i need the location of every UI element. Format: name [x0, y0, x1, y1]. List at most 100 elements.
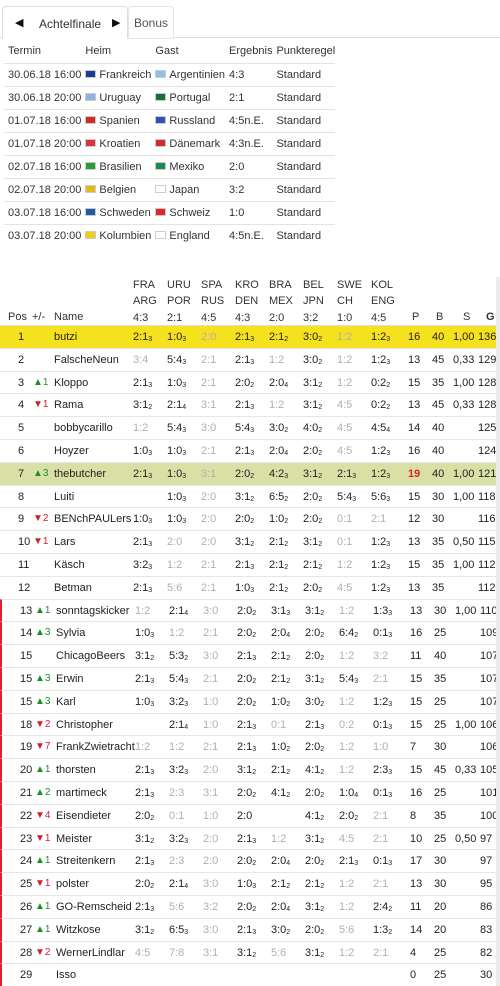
tip-cell: 1:0 — [203, 696, 237, 708]
fixture-home: Spanien — [99, 114, 140, 127]
tip-score: 3:1 — [203, 946, 219, 959]
match-result-label: 3:2 — [303, 312, 319, 324]
standings-row[interactable]: 24 ▲1 Streitenkern 2:13 2:3 2:0 2:02 2:04 2:02 2:… — [0, 849, 500, 873]
tip-cell: 2:1 — [373, 878, 407, 890]
tip-points: 2 — [318, 541, 323, 549]
standings-row[interactable]: 22 ▼4 Eisendieter 2:02 0:1 1:0 2:0 4:12 2:02 2:1 8… — [0, 803, 500, 827]
tip-cell: 1:03 — [167, 513, 201, 525]
tip-score: 1:0 — [339, 786, 355, 799]
standings-row[interactable]: 26 ▲1 GO-Remscheid 2:13 5:6 3:2 2:02 2:04 3:12 1:… — [0, 894, 500, 918]
tip-cell: 1:03 — [167, 445, 201, 457]
standings-row[interactable]: 29 Isso 0 25 30 — [0, 963, 500, 986]
fixture-rule-cell: Standard — [272, 177, 336, 201]
tip-cell: 5:6 — [167, 582, 201, 594]
tip-points: 2 — [320, 883, 325, 891]
tip-cell: 4:5 — [339, 833, 373, 845]
tip-cell: 3:1 — [203, 787, 237, 799]
standings-row[interactable]: 3 ▲1 Kloppo 2:13 1:03 2:1 2:02 2:04 3:12 1:2 0:22 1… — [0, 370, 500, 394]
standings-body: 1 butzi 2:13 1:03 2:0 2:13 2:12 3:02 1:2 1:23 16 40… — [0, 325, 500, 986]
tip-points: 3 — [148, 518, 153, 526]
standings-row[interactable]: 21 ▲2 martimeck 2:13 2:3 3:1 2:02 4:12 2:02 1:04 0… — [0, 780, 500, 804]
tip-score: 1:2 — [169, 741, 185, 754]
tip-score: 2:1 — [169, 718, 185, 731]
standings-row[interactable]: 12 Betman 2:13 5:6 2:1 1:03 2:12 2:02 4:5 1:23 13 3… — [0, 575, 500, 599]
tip-cell: 3:12 — [135, 833, 169, 845]
standings-row[interactable]: 18 ▼2 Christopher 2:14 1:0 2:13 0:1 2:13 0:2 0:13… — [0, 712, 500, 736]
tip-points: 4 — [184, 609, 189, 617]
standings-row[interactable]: 15 ▲3 Karl 1:03 3:23 1:0 2:02 1:02 3:02 1:2 1:23 15… — [0, 689, 500, 713]
tip-cell: 2:14 — [169, 719, 203, 731]
tip-points: 4 — [284, 381, 289, 389]
standings-row[interactable]: 27 ▲1 Witzkose 3:12 6:53 3:0 2:13 3:02 2:02 5:6 1:… — [0, 917, 500, 941]
tip-points: 3 — [182, 427, 187, 435]
standings-row[interactable]: 1 butzi 2:13 1:03 2:0 2:13 2:12 3:02 1:2 1:23 16 40… — [0, 325, 500, 348]
standings-row[interactable]: 8 Luiti 1:03 2:0 3:12 6:52 2:02 5:43 5:63 15 30 1,0… — [0, 484, 500, 508]
standings-row[interactable]: 2 FalscheNeun 3:4 5:43 2:1 2:13 1:2 3:02 1:2 1:23… — [0, 347, 500, 371]
tip-cell: 2:02 — [237, 605, 271, 617]
tip-cell: 0:1 — [337, 536, 371, 548]
standings-row[interactable]: 19 ▼7 FrankZwietracht 1:2 1:2 2:1 2:13 1:02 2:02… — [0, 735, 500, 759]
tip-score: 2:0 — [303, 581, 319, 594]
tip-score: 3:1 — [235, 536, 251, 549]
tip-cell: 2:1 — [371, 513, 405, 525]
tip-score: 2:1 — [135, 672, 151, 685]
tip-points: 3 — [150, 677, 155, 685]
standings-row[interactable]: 11 Käsch 3:23 1:2 2:1 2:13 2:12 2:12 1:2 1:23 15 35… — [0, 552, 500, 576]
standings-row[interactable]: 28 ▼2 WernerLindlar 4:5 7:8 3:1 3:12 5:6 3:12 1:2… — [0, 940, 500, 964]
standings-row[interactable]: 9 ▼2 BENchPAULers 1:03 1:03 2:0 2:02 1:02 2:02 0:… — [0, 507, 500, 530]
fixture-result: 2:0 — [229, 160, 245, 173]
standings-row[interactable]: 4 ▼1 Rama 3:12 2:14 3:1 2:13 1:2 3:12 4:5 0:22 13 45… — [0, 393, 500, 416]
tip-cell: 4:5 — [337, 399, 371, 411]
match-result-label: 4:3 — [133, 312, 149, 324]
tip-score: 2:0 — [271, 855, 287, 868]
points-p: 13 — [410, 604, 423, 617]
tip-cell: 1:2 — [337, 354, 371, 366]
tip-points: 3 — [148, 336, 153, 343]
points-b: 20 — [434, 900, 447, 913]
tip-cell: 0:13 — [373, 787, 407, 799]
tip-score: 1:2 — [339, 946, 355, 959]
tip-cell: 1:23 — [373, 696, 407, 708]
tip-points: 2 — [320, 905, 325, 913]
points-total: 124 — [478, 444, 497, 457]
standings-row[interactable]: 15 ▲3 Erwin 2:13 5:43 2:1 2:02 2:12 3:12 5:43 2:1 1… — [0, 666, 500, 690]
tab-achtelfinale[interactable]: ◀ Achtelfinale ▶ — [2, 6, 128, 39]
tab-bonus[interactable]: Bonus — [128, 6, 174, 39]
standings-row[interactable]: 20 ▲1 thorsten 2:13 3:23 2:0 3:12 2:12 4:12 1:2 2:… — [0, 758, 500, 781]
tip-cell: 3:2 — [373, 650, 407, 662]
prev-round-icon[interactable]: ◀ — [15, 17, 24, 29]
tip-cell: 5:6 — [339, 924, 373, 936]
player-name: Christopher — [56, 718, 113, 731]
next-round-icon[interactable]: ▶ — [112, 17, 121, 29]
standings-row[interactable]: 23 ▼1 Meister 3:12 3:23 2:0 2:13 1:2 3:12 4:5 2:1 1… — [0, 826, 500, 850]
scrollbar[interactable] — [496, 277, 500, 986]
tip-points: 3 — [148, 541, 153, 549]
tip-points: 2 — [318, 495, 323, 503]
standings-row[interactable]: 15 ChicagoBeers 3:12 5:32 3:0 2:13 2:12 2:02 1:2… — [0, 644, 500, 667]
player-name: thorsten — [56, 764, 96, 777]
fixture-row: 03.07.18 16:00 Schweden Schweiz 1:0 Standard — [4, 200, 336, 224]
tip-score: 1:0 — [203, 809, 219, 822]
tip-points: 4 — [386, 427, 391, 435]
header-gast: Gast — [155, 45, 179, 58]
tip-score: 2:0 — [235, 467, 251, 480]
tip-points: 3 — [150, 769, 155, 777]
standings-row[interactable]: 10 ▼1 Lars 2:13 2:0 2:0 3:12 2:12 3:12 0:1 1:23 13 3… — [0, 530, 500, 553]
tip-score: 1:0 — [135, 695, 151, 708]
tip-points: 2 — [354, 814, 359, 822]
standings-row[interactable]: 13 ▲1 sonntagskicker 1:2 2:14 3:0 2:02 3:13 3:12… — [0, 598, 500, 622]
tip-score: 2:0 — [305, 627, 321, 640]
standings-row[interactable]: 5 bobbycarillo 1:2 5:43 3:0 5:43 3:02 4:02 4:5 4:… — [0, 416, 500, 439]
standings-row[interactable]: 14 ▲3 Sylvia 1:03 1:2 2:1 2:02 2:04 2:02 6:42 0:13… — [0, 621, 500, 645]
tip-points: 3 — [386, 541, 391, 549]
points-total: 118 — [478, 490, 496, 503]
standings-row[interactable]: 7 ▲3 thebutcher 2:13 1:03 3:1 2:02 4:23 3:12 2:13… — [0, 461, 500, 485]
tip-cell: 1:23 — [371, 559, 405, 571]
standings-row[interactable]: 6 Hoyzer 1:03 1:03 2:1 2:13 2:04 2:02 4:5 1:23 16 4… — [0, 438, 500, 462]
standings-row[interactable]: 25 ▼1 polster 2:02 2:14 3:0 1:03 2:12 2:12 1:2 2:1… — [0, 872, 500, 895]
tip-points: 2 — [252, 677, 257, 685]
tip-score: 1:0 — [271, 695, 287, 708]
fixture-date: 02.07.18 20:00 — [8, 183, 82, 196]
tip-cell: 4:23 — [269, 468, 303, 480]
row-position: 2 — [18, 353, 25, 366]
